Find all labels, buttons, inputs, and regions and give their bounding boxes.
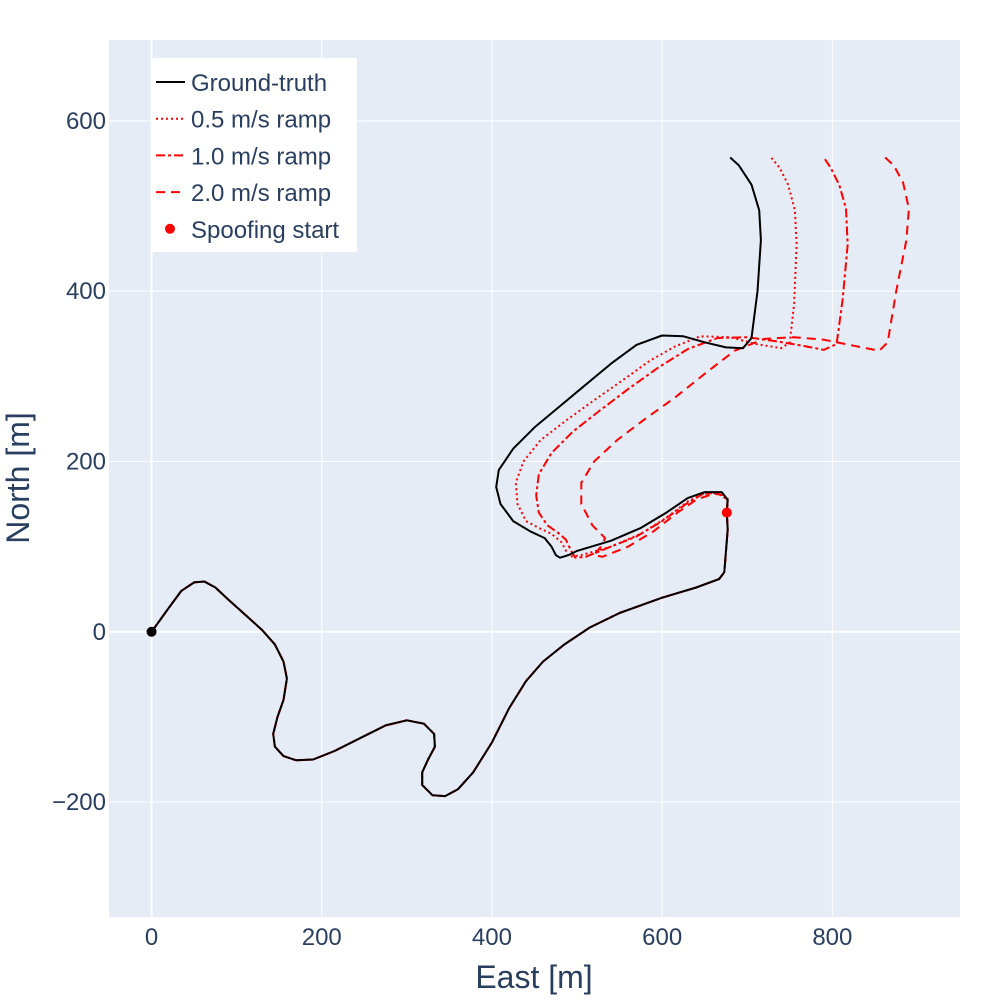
series-line-ground-truth — [150, 156, 762, 798]
x-tick-label: 0 — [145, 924, 158, 951]
y-tick-label: 200 — [66, 448, 106, 475]
legend-label: 1.0 m/s ramp — [191, 143, 331, 170]
x-tick-label: 400 — [472, 924, 512, 951]
marker-spoofing-start — [721, 507, 732, 518]
x-tick-label: 200 — [302, 924, 342, 951]
y-axis-title: North [m] — [0, 412, 36, 544]
x-axis-ticks: 0 200 400 600 800 — [145, 924, 853, 951]
legend-symbol-dot — [165, 223, 175, 234]
y-tick-label: 400 — [66, 278, 106, 305]
legend-label: 0.5 m/s ramp — [191, 107, 331, 134]
y-tick-label: 600 — [66, 108, 106, 135]
legend-box — [151, 58, 357, 252]
legend: Ground-truth 0.5 m/s ramp 1.0 m/s ramp 2.0 … — [151, 58, 357, 252]
markers — [146, 507, 732, 637]
legend-label: 2.0 m/s ramp — [191, 180, 331, 207]
x-tick-label: 600 — [642, 924, 682, 951]
x-axis-title: East [m] — [475, 959, 592, 995]
legend-label: Ground-truth — [191, 70, 327, 97]
legend-label: Spoofing start — [191, 217, 339, 244]
marker-origin — [146, 626, 157, 637]
x-tick-label: 800 — [812, 924, 852, 951]
series-lines — [150, 156, 910, 798]
y-axis-ticks: −200 0 200 400 600 — [52, 108, 106, 816]
y-tick-label: 0 — [93, 619, 106, 646]
y-tick-label: −200 — [52, 789, 106, 816]
